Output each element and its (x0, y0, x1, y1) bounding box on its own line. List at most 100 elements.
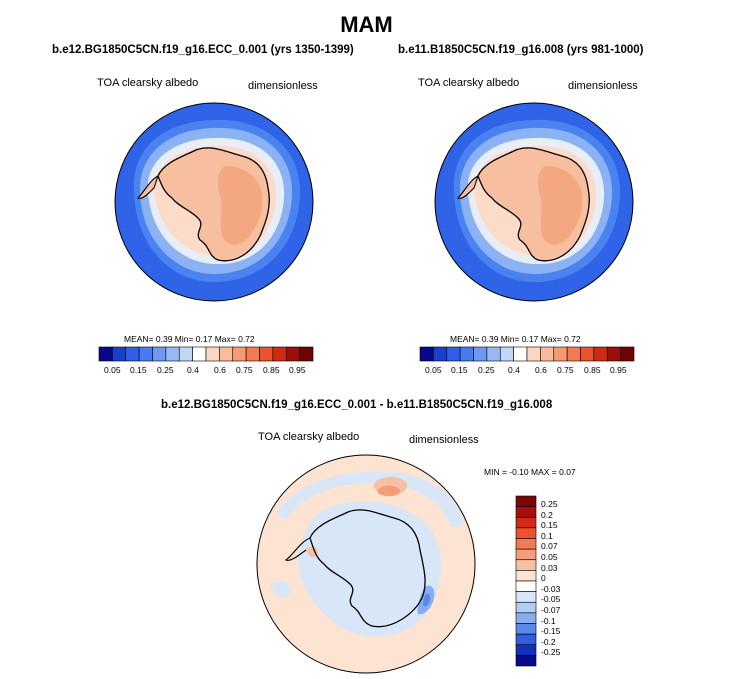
colorbar-box (620, 346, 635, 362)
diff-polar-map (256, 454, 476, 674)
colorbar-label: 0 (541, 573, 546, 584)
diff-negative-ring-north (276, 471, 464, 528)
colorbar-box (566, 346, 581, 362)
colorbar-label: 0.15 (451, 365, 468, 375)
left-polar-map (114, 102, 314, 302)
colorbar-box (219, 346, 234, 362)
colorbar-label: 0.05 (541, 552, 558, 562)
colorbar-box (446, 346, 461, 362)
colorbar-box (152, 346, 167, 362)
left-colorbar-labels: 0.05 0.15 0.25 0.4 0.6 0.75 0.85 0.95 (99, 365, 313, 377)
colorbar-box (419, 346, 434, 362)
colorbar-box (515, 559, 537, 571)
colorbar-label: 0.75 (236, 365, 253, 375)
right-colorbar (419, 346, 635, 362)
colorbar-label: -0.1 (541, 615, 556, 626)
colorbar-label: 0.25 (157, 365, 174, 375)
right-panel-case-title: b.e11.B1850C5CN.f19_g16.008 (yrs 981-100… (398, 44, 644, 56)
colorbar-box (515, 601, 537, 614)
colorbar-box (515, 506, 537, 518)
colorbar-box (245, 346, 260, 362)
colorbar-label: 0.6 (214, 365, 226, 375)
colorbar-box (178, 346, 193, 362)
colorbar-box (138, 346, 153, 362)
colorbar-label: 0.85 (584, 365, 601, 375)
colorbar-box (515, 538, 537, 550)
right-panel-stats: MEAN= 0.39 Min= 0.17 Max= 0.72 (450, 334, 581, 344)
colorbar-label: -0.2 (541, 636, 556, 647)
colorbar-label: 0.07 (541, 541, 558, 552)
diff-colorbar-labels: 0.25 0.2 0.15 0.1 0.07 0.05 0.03 0 -0.03… (541, 499, 581, 669)
colorbar-box (515, 580, 537, 592)
colorbar-label: -0.05 (541, 594, 561, 605)
colorbar-box (112, 346, 127, 362)
diff-negative-east-core (423, 593, 431, 607)
antarctic-peninsula-outline (284, 537, 311, 561)
colorbar-box (459, 346, 474, 362)
colorbar-box (526, 346, 541, 362)
right-panel-units: dimensionless (568, 80, 638, 92)
colorbar-label: -0.15 (541, 626, 561, 637)
colorbar-box (513, 346, 528, 362)
colorbar-label: 0.85 (263, 365, 280, 375)
diff-colorbar-boxes (515, 495, 537, 667)
colorbar-box (515, 570, 537, 582)
colorbar-box (433, 346, 448, 362)
colorbar-boxes (98, 346, 314, 362)
colorbar-box (232, 346, 247, 362)
figure-title: MAM (340, 12, 393, 37)
colorbar-label: 0.4 (187, 365, 199, 375)
colorbar-box (515, 495, 537, 507)
colorbar-box (606, 346, 621, 362)
colorbar-box (515, 548, 537, 561)
right-panel-variable: TOA clearsky albedo (418, 77, 520, 89)
colorbar-box (515, 527, 537, 539)
colorbar-box (540, 346, 555, 362)
colorbar-box (192, 346, 207, 362)
colorbar-label: -0.25 (541, 647, 561, 658)
antarctic-peninsula (137, 174, 159, 199)
colorbar-label: -0.03 (541, 583, 561, 594)
colorbar-boxes (419, 346, 635, 362)
colorbar-label: 0.6 (535, 365, 547, 375)
colorbar-box (515, 623, 537, 635)
colorbar-box (515, 516, 537, 529)
diff-panel-stats: MIN = -0.10 MAX = 0.07 (484, 467, 576, 477)
left-panel-case-title: b.e12.BG1850C5CN.f19_g16.ECC_0.001 (yrs … (52, 44, 354, 56)
colorbar-box (285, 346, 300, 362)
diff-negative-patch (270, 581, 291, 598)
colorbar-box (259, 346, 274, 362)
diff-colorbar (515, 495, 537, 667)
colorbar-box (125, 346, 140, 362)
colorbar-box (515, 644, 537, 656)
colorbar-label: 0.05 (425, 365, 442, 375)
colorbar-label: 0.4 (508, 365, 520, 375)
colorbar-box (593, 346, 608, 362)
left-colorbar (98, 346, 314, 362)
colorbar-label: 0.25 (478, 365, 495, 375)
colorbar-label: 0.15 (130, 365, 147, 375)
colorbar-box (486, 346, 501, 362)
colorbar-box (299, 346, 314, 362)
colorbar-label: 0.1 (541, 530, 553, 541)
colorbar-box (515, 591, 537, 603)
colorbar-label: 0.15 (541, 520, 558, 531)
colorbar-box (272, 346, 287, 362)
colorbar-box (98, 346, 113, 362)
antarctic-peninsula (457, 174, 479, 199)
diff-panel-title: b.e12.BG1850C5CN.f19_g16.ECC_0.001 - b.e… (161, 399, 553, 411)
albedo-high-interior (538, 166, 583, 245)
diff-panel-variable: TOA clearsky albedo (258, 431, 360, 443)
colorbar-label: 0.03 (541, 562, 558, 573)
antarctica-continent-outline (309, 509, 426, 628)
colorbar-box (515, 655, 537, 667)
colorbar-label: -0.07 (541, 605, 561, 615)
left-panel-variable: TOA clearsky albedo (97, 77, 199, 89)
colorbar-box (580, 346, 595, 362)
right-polar-map (434, 102, 634, 302)
colorbar-box (205, 346, 220, 362)
colorbar-box (499, 346, 514, 362)
colorbar-box (165, 346, 180, 362)
colorbar-label: 0.2 (541, 509, 553, 520)
left-panel-stats: MEAN= 0.39 Min= 0.17 Max= 0.72 (124, 334, 255, 344)
